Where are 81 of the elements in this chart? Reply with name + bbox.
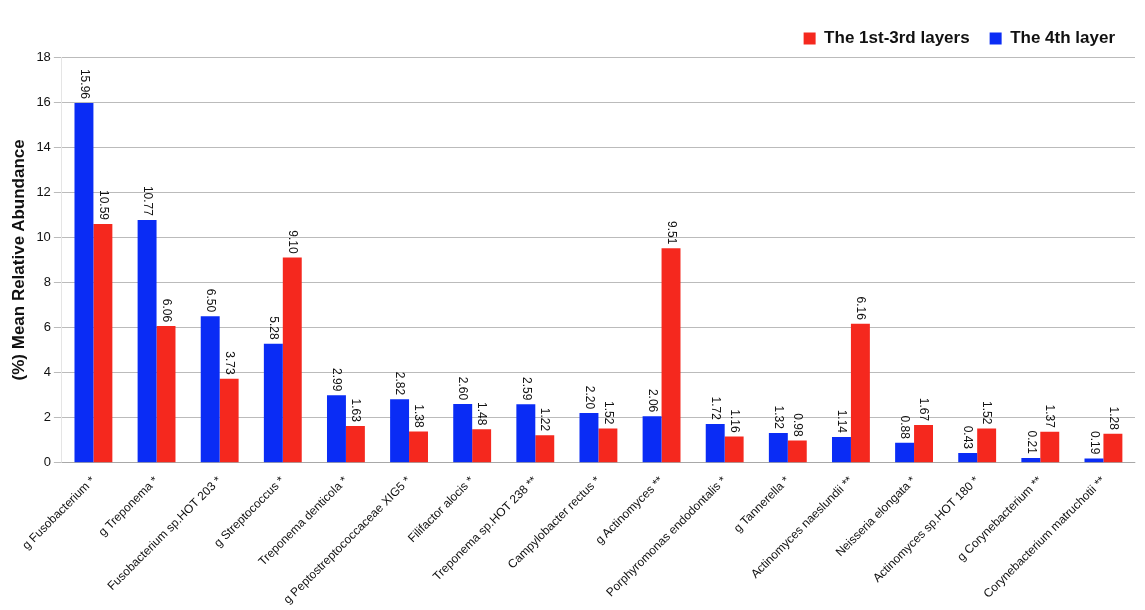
bar <box>1021 457 1041 463</box>
legend-label: The 4th layer <box>1010 28 1116 48</box>
data-label: 6.06 <box>159 298 174 323</box>
bar <box>787 440 807 463</box>
data-label: 2.60 <box>456 376 471 401</box>
bar <box>598 428 618 463</box>
bar <box>137 219 157 463</box>
bar <box>1084 458 1104 463</box>
bar <box>1103 433 1123 463</box>
data-label: 1.28 <box>1106 406 1121 431</box>
data-label: 1.63 <box>349 398 364 423</box>
data-label: 9.51 <box>664 221 679 245</box>
bar <box>156 326 176 463</box>
y-tick-label: 8 <box>43 273 51 289</box>
data-label: 1.52 <box>980 401 995 425</box>
data-label: 2.59 <box>519 376 534 401</box>
data-label: 6.50 <box>203 288 218 313</box>
bar <box>768 432 788 463</box>
data-label: 1.72 <box>708 396 723 421</box>
bar <box>895 442 915 463</box>
bar <box>219 378 239 463</box>
data-label: 0.88 <box>898 415 913 440</box>
bar <box>390 399 410 463</box>
data-label: 0.43 <box>961 425 976 450</box>
y-tick-label: 2 <box>43 409 51 425</box>
data-label: 1.37 <box>1043 404 1058 429</box>
data-label: 1.14 <box>835 409 850 434</box>
bar <box>642 416 662 463</box>
data-label: 2.20 <box>582 385 597 410</box>
data-label: 0.98 <box>790 413 805 437</box>
bar <box>914 425 933 463</box>
data-label: 2.82 <box>393 371 408 396</box>
y-tick-label: 12 <box>36 183 51 199</box>
y-tick-label: 16 <box>36 93 51 109</box>
bar <box>705 423 725 463</box>
bar <box>1040 431 1060 463</box>
bar <box>93 224 113 463</box>
data-label: 15.96 <box>77 68 92 100</box>
bar <box>579 413 599 463</box>
y-tick-label: 4 <box>43 364 51 380</box>
data-label: 6.16 <box>854 296 869 321</box>
data-label: 9.10 <box>285 230 300 254</box>
data-label: 2.99 <box>330 367 345 392</box>
data-label: 0.21 <box>1024 430 1039 455</box>
legend-label: The 1st-3rd layers <box>824 28 970 48</box>
bar <box>409 431 428 463</box>
bar <box>326 395 346 463</box>
y-tick-label: 18 <box>36 48 51 64</box>
bar <box>724 436 744 463</box>
y-tick-label: 6 <box>43 319 51 335</box>
y-axis-title: (%) Mean Relative Abundance <box>8 139 28 381</box>
data-label: 5.28 <box>267 316 282 341</box>
y-tick-label: 14 <box>36 138 51 154</box>
bar <box>850 323 870 463</box>
data-label: 1.16 <box>727 409 742 433</box>
data-label: 2.06 <box>645 388 660 413</box>
y-tick-label: 0 <box>43 454 51 470</box>
bar <box>453 404 473 463</box>
data-label: 1.67 <box>917 397 932 422</box>
data-label: 0.19 <box>1087 431 1102 455</box>
bar <box>661 248 681 463</box>
data-label: 1.32 <box>772 405 787 430</box>
data-label: 1.52 <box>601 401 616 425</box>
bar <box>472 429 492 463</box>
data-label: 10.59 <box>96 189 111 221</box>
data-label: 1.48 <box>475 401 490 426</box>
bar <box>958 453 978 463</box>
bar <box>345 425 365 463</box>
bar <box>263 343 283 463</box>
data-label: 1.38 <box>412 404 427 428</box>
data-label: 3.73 <box>222 351 237 375</box>
bar <box>282 257 302 463</box>
bar <box>832 437 851 463</box>
y-tick-label: 10 <box>36 228 51 244</box>
bar <box>200 316 220 463</box>
bar <box>977 428 997 463</box>
bar <box>516 404 536 463</box>
data-label: 10.77 <box>140 185 155 217</box>
data-label: 1.22 <box>538 407 553 432</box>
bar <box>535 435 555 463</box>
bar <box>74 102 94 463</box>
